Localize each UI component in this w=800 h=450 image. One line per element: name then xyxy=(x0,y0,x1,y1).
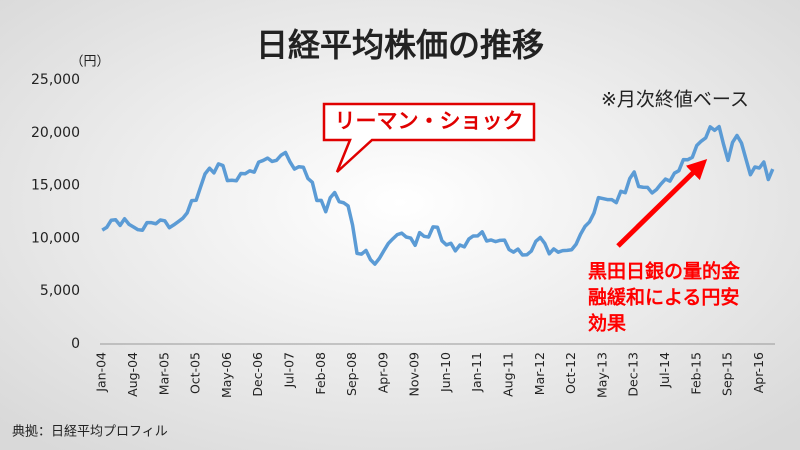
x-tick-label: Jan-11 xyxy=(469,352,484,393)
x-tick-label: Jun-10 xyxy=(438,352,453,393)
x-tick-label: Feb-08 xyxy=(313,352,328,395)
y-tick-label: 5,000 xyxy=(40,283,80,299)
x-tick-label: Mar-05 xyxy=(156,352,171,395)
note: ※月次終値ベース xyxy=(601,89,749,111)
callout-text: リーマン・ショック xyxy=(335,109,524,133)
x-tick-label: Dec-06 xyxy=(250,352,265,397)
x-tick-label: May-06 xyxy=(219,352,234,398)
annotation-text: 黒田日銀の量的金 xyxy=(588,260,741,283)
line xyxy=(101,124,775,266)
x-tick-label: Nov-09 xyxy=(407,352,422,397)
x-tick-label: Oct-12 xyxy=(563,352,578,394)
y-tick-label: 20,000 xyxy=(31,125,80,141)
x-tick-label: Feb-15 xyxy=(688,352,703,395)
x-tick-label: Aug-11 xyxy=(501,352,516,397)
source: 典拠：日経平均プロフィル xyxy=(12,425,168,440)
x-tick-label: Sep-15 xyxy=(720,352,735,396)
x-tick-label: Dec-13 xyxy=(626,352,641,397)
x-tick-label: Jan-04 xyxy=(94,352,109,393)
y-tick-label: 0 xyxy=(71,336,80,352)
annotation-arrow xyxy=(616,159,708,248)
chart-title: 日経平均株価の推移 xyxy=(256,26,544,64)
y-unit: （円） xyxy=(70,55,109,70)
x-tick-label: Apr-09 xyxy=(375,352,390,393)
annotation-text: 効果 xyxy=(588,312,626,335)
x-tick-label: Mar-12 xyxy=(532,352,547,395)
x-tick-label: Aug-04 xyxy=(125,352,140,397)
y-tick-label: 25,000 xyxy=(31,72,80,88)
x-tick-label: Jul-14 xyxy=(657,352,672,389)
x-tick-label: Jul-07 xyxy=(281,352,296,389)
x-tick-label: May-13 xyxy=(594,352,609,398)
x-tick-label: Apr-16 xyxy=(751,352,766,393)
y-tick-label: 10,000 xyxy=(31,230,80,246)
annotation-text: 融緩和による円安 xyxy=(588,286,739,309)
x-tick-label: Sep-08 xyxy=(344,352,359,396)
y-tick-label: 15,000 xyxy=(31,178,80,194)
callout-box xyxy=(322,102,536,173)
x-tick-label: Oct-05 xyxy=(188,352,203,394)
